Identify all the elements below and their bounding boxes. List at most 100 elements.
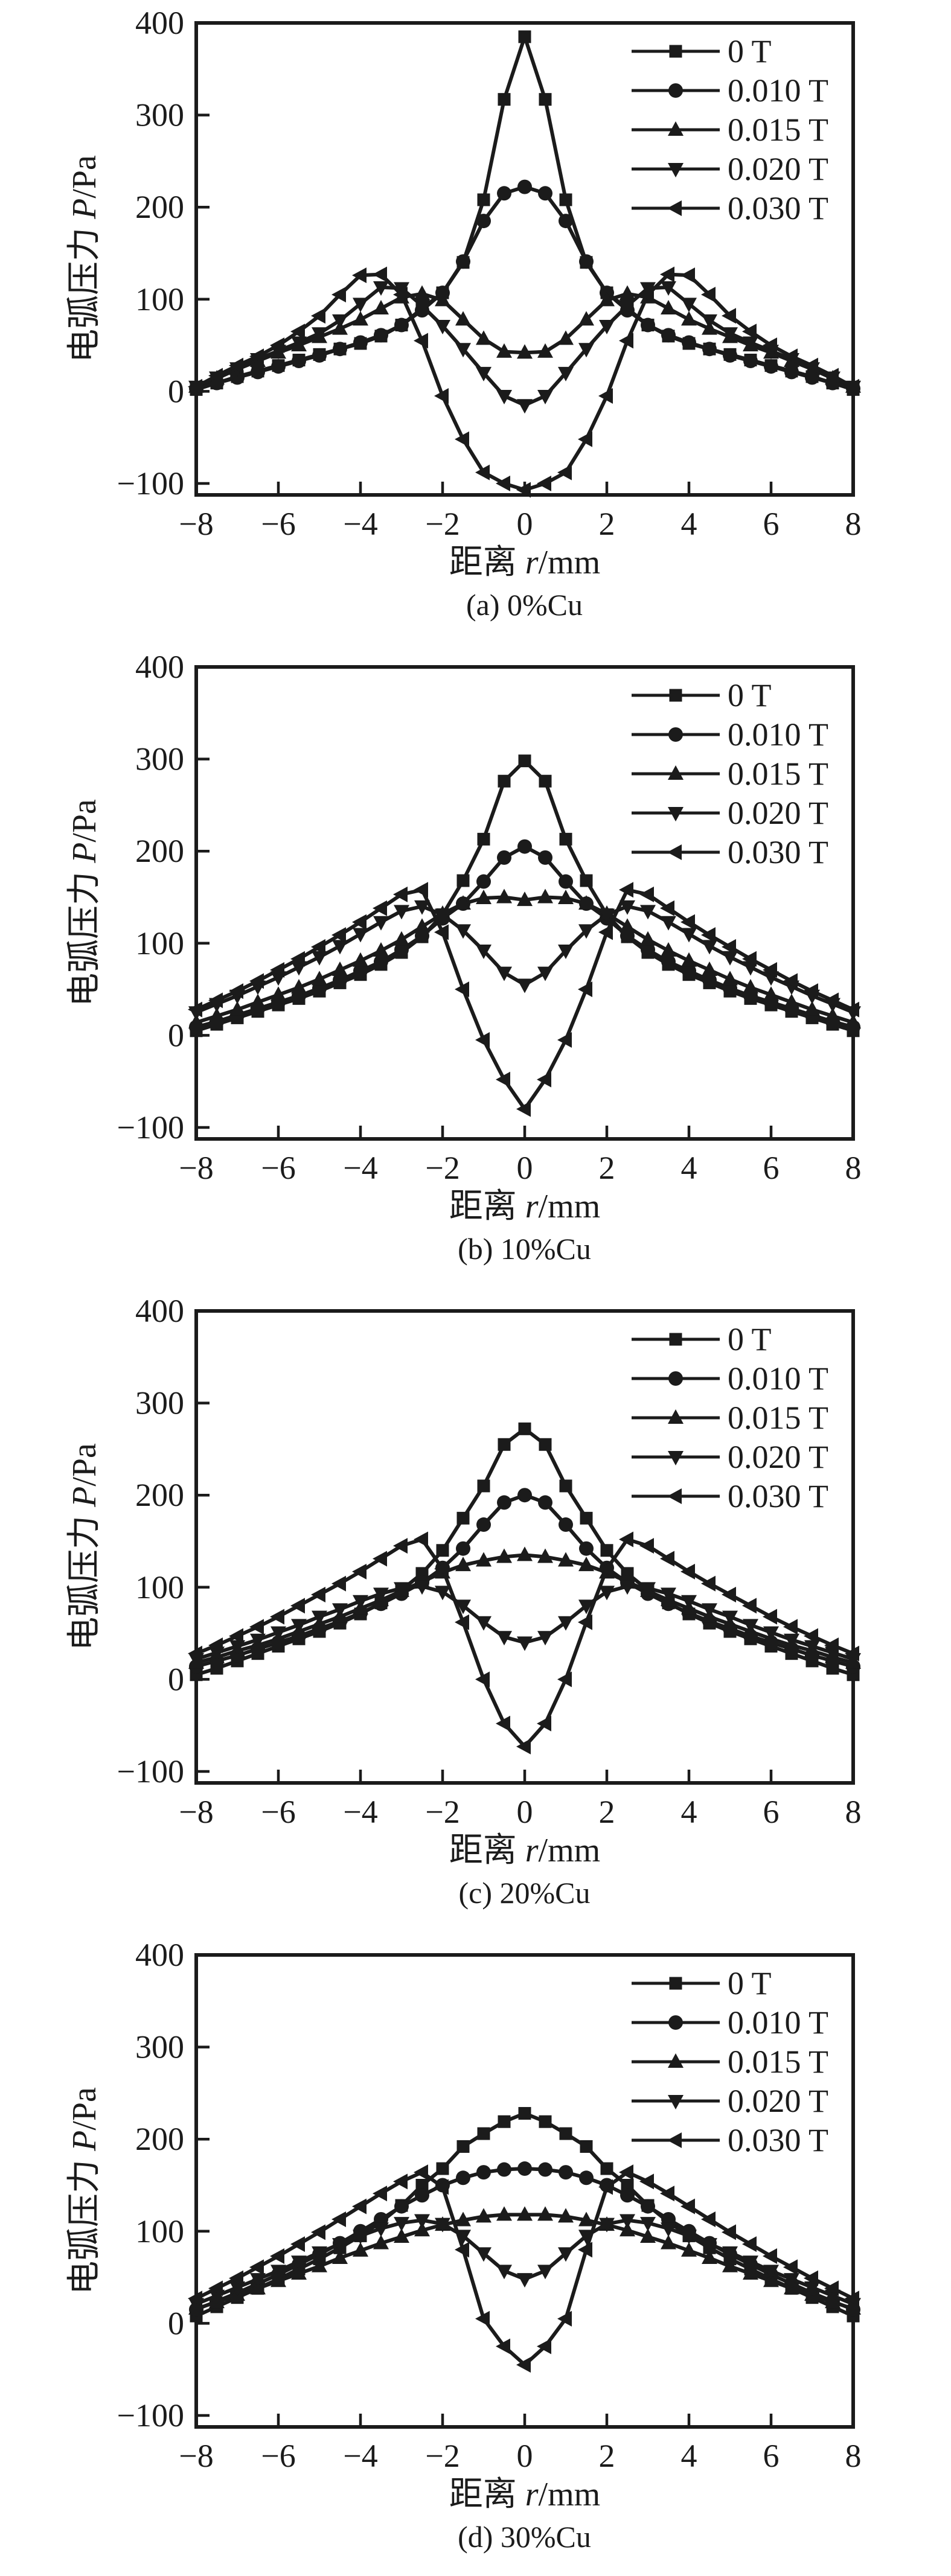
- panel-a-0pct-cu: −8 −6 −4 −2 0 2 4 6 8 −100 0 100 200 300 400 电弧压力 P/Pa 距…: [0, 0, 951, 644]
- svg-text:8: 8: [845, 506, 862, 542]
- svg-text:−100: −100: [117, 465, 184, 502]
- svg-text:0.020 T: 0.020 T: [728, 2083, 828, 2119]
- svg-text:6: 6: [763, 1794, 780, 1830]
- svg-text:0: 0: [168, 1661, 184, 1697]
- svg-text:−2: −2: [425, 1150, 459, 1186]
- svg-text:0 T: 0 T: [728, 677, 772, 713]
- svg-text:400: 400: [135, 5, 184, 41]
- svg-text:0: 0: [517, 1150, 533, 1186]
- caption-d: (d) 30%Cu: [458, 2520, 591, 2554]
- svg-text:−6: −6: [261, 506, 295, 542]
- svg-text:0 T: 0 T: [728, 1965, 772, 2001]
- svg-text:电弧压力 P/Pa: 电弧压力 P/Pa: [66, 1443, 103, 1651]
- svg-text:2: 2: [599, 1150, 615, 1186]
- svg-text:电弧压力 P/Pa: 电弧压力 P/Pa: [66, 2087, 103, 2295]
- svg-text:4: 4: [681, 1794, 697, 1830]
- svg-text:−6: −6: [261, 1794, 295, 1830]
- svg-text:−4: −4: [343, 1794, 377, 1830]
- svg-text:200: 200: [135, 2121, 184, 2157]
- svg-text:0.010 T: 0.010 T: [728, 72, 828, 109]
- svg-text:6: 6: [763, 506, 780, 542]
- svg-text:−8: −8: [179, 1794, 213, 1830]
- svg-text:−6: −6: [261, 2438, 295, 2474]
- svg-text:0: 0: [168, 2305, 184, 2341]
- svg-text:0: 0: [168, 373, 184, 409]
- svg-text:0.020 T: 0.020 T: [728, 151, 828, 187]
- chart-b-10pct-cu: −8 −6 −4 −2 0 2 4 6 8 −100 0 100 200 300 400 电弧压力 P/Pa 距…: [66, 649, 862, 1225]
- svg-text:0: 0: [517, 2438, 533, 2474]
- svg-text:2: 2: [599, 506, 615, 542]
- svg-text:300: 300: [135, 97, 184, 133]
- svg-text:−100: −100: [117, 2397, 184, 2434]
- svg-text:−4: −4: [343, 506, 377, 542]
- svg-text:8: 8: [845, 1150, 862, 1186]
- svg-text:300: 300: [135, 741, 184, 777]
- svg-text:4: 4: [681, 1150, 697, 1186]
- svg-text:0.015 T: 0.015 T: [728, 112, 828, 148]
- svg-text:−100: −100: [117, 1109, 184, 1146]
- svg-text:100: 100: [135, 281, 184, 317]
- svg-text:4: 4: [681, 2438, 697, 2474]
- svg-text:−100: −100: [117, 1753, 184, 1790]
- svg-text:0.015 T: 0.015 T: [728, 2044, 828, 2080]
- svg-text:0.020 T: 0.020 T: [728, 795, 828, 831]
- svg-text:400: 400: [135, 649, 184, 685]
- svg-text:6: 6: [763, 2438, 780, 2474]
- svg-text:0 T: 0 T: [728, 33, 772, 69]
- svg-text:2: 2: [599, 2438, 615, 2474]
- svg-text:400: 400: [135, 1937, 184, 1973]
- svg-text:距离 r/mm: 距离 r/mm: [449, 544, 600, 581]
- svg-text:0.015 T: 0.015 T: [728, 1400, 828, 1436]
- svg-text:−2: −2: [425, 2438, 459, 2474]
- svg-text:距离 r/mm: 距离 r/mm: [449, 2476, 600, 2513]
- svg-text:0.030 T: 0.030 T: [728, 2122, 828, 2158]
- svg-text:距离 r/mm: 距离 r/mm: [449, 1188, 600, 1225]
- svg-text:400: 400: [135, 1293, 184, 1329]
- svg-text:100: 100: [135, 2213, 184, 2249]
- svg-text:0 T: 0 T: [728, 1321, 772, 1357]
- caption-a: (a) 0%Cu: [466, 588, 583, 622]
- svg-text:6: 6: [763, 1150, 780, 1186]
- svg-text:0.010 T: 0.010 T: [728, 1360, 828, 1397]
- svg-text:−4: −4: [343, 1150, 377, 1186]
- svg-text:距离 r/mm: 距离 r/mm: [449, 1832, 600, 1869]
- chart-d-30pct-cu: −8 −6 −4 −2 0 2 4 6 8 −100 0 100 200 300 400 电弧压力 P/Pa 距…: [66, 1937, 862, 2513]
- svg-text:−8: −8: [179, 1150, 213, 1186]
- svg-text:300: 300: [135, 1385, 184, 1421]
- panel-c-20pct-cu: −8 −6 −4 −2 0 2 4 6 8 −100 0 100 200 300 400 电弧压力 P/Pa 距…: [0, 1288, 951, 1932]
- svg-text:−8: −8: [179, 506, 213, 542]
- caption-b: (b) 10%Cu: [458, 1232, 591, 1266]
- svg-text:8: 8: [845, 1794, 862, 1830]
- svg-text:2: 2: [599, 1794, 615, 1830]
- svg-text:0.010 T: 0.010 T: [728, 2004, 828, 2041]
- svg-text:100: 100: [135, 925, 184, 961]
- svg-text:0.020 T: 0.020 T: [728, 1439, 828, 1475]
- svg-text:电弧压力 P/Pa: 电弧压力 P/Pa: [66, 799, 103, 1007]
- svg-text:0: 0: [517, 506, 533, 542]
- caption-c: (c) 20%Cu: [458, 1876, 591, 1910]
- chart-a-0pct-cu: −8 −6 −4 −2 0 2 4 6 8 −100 0 100 200 300 400 电弧压力 P/Pa 距…: [66, 5, 862, 581]
- svg-text:200: 200: [135, 1477, 184, 1513]
- svg-text:0.030 T: 0.030 T: [728, 190, 828, 226]
- svg-text:200: 200: [135, 189, 184, 225]
- svg-text:−6: −6: [261, 1150, 295, 1186]
- svg-text:100: 100: [135, 1569, 184, 1605]
- svg-text:200: 200: [135, 833, 184, 869]
- svg-text:−8: −8: [179, 2438, 213, 2474]
- svg-text:0.030 T: 0.030 T: [728, 1478, 828, 1514]
- svg-text:电弧压力 P/Pa: 电弧压力 P/Pa: [66, 155, 103, 363]
- svg-text:−4: −4: [343, 2438, 377, 2474]
- svg-text:0.015 T: 0.015 T: [728, 756, 828, 792]
- chart-c-20pct-cu: −8 −6 −4 −2 0 2 4 6 8 −100 0 100 200 300 400 电弧压力 P/Pa 距…: [66, 1293, 862, 1869]
- svg-text:−2: −2: [425, 506, 459, 542]
- svg-text:0: 0: [517, 1794, 533, 1830]
- svg-text:−2: −2: [425, 1794, 459, 1830]
- svg-text:0.010 T: 0.010 T: [728, 716, 828, 753]
- panel-b-10pct-cu: −8 −6 −4 −2 0 2 4 6 8 −100 0 100 200 300 400 电弧压力 P/Pa 距…: [0, 644, 951, 1288]
- svg-text:300: 300: [135, 2029, 184, 2065]
- svg-text:0: 0: [168, 1017, 184, 1053]
- panel-d-30pct-cu: −8 −6 −4 −2 0 2 4 6 8 −100 0 100 200 300 400 电弧压力 P/Pa 距…: [0, 1932, 951, 2576]
- svg-text:0.030 T: 0.030 T: [728, 834, 828, 870]
- svg-text:8: 8: [845, 2438, 862, 2474]
